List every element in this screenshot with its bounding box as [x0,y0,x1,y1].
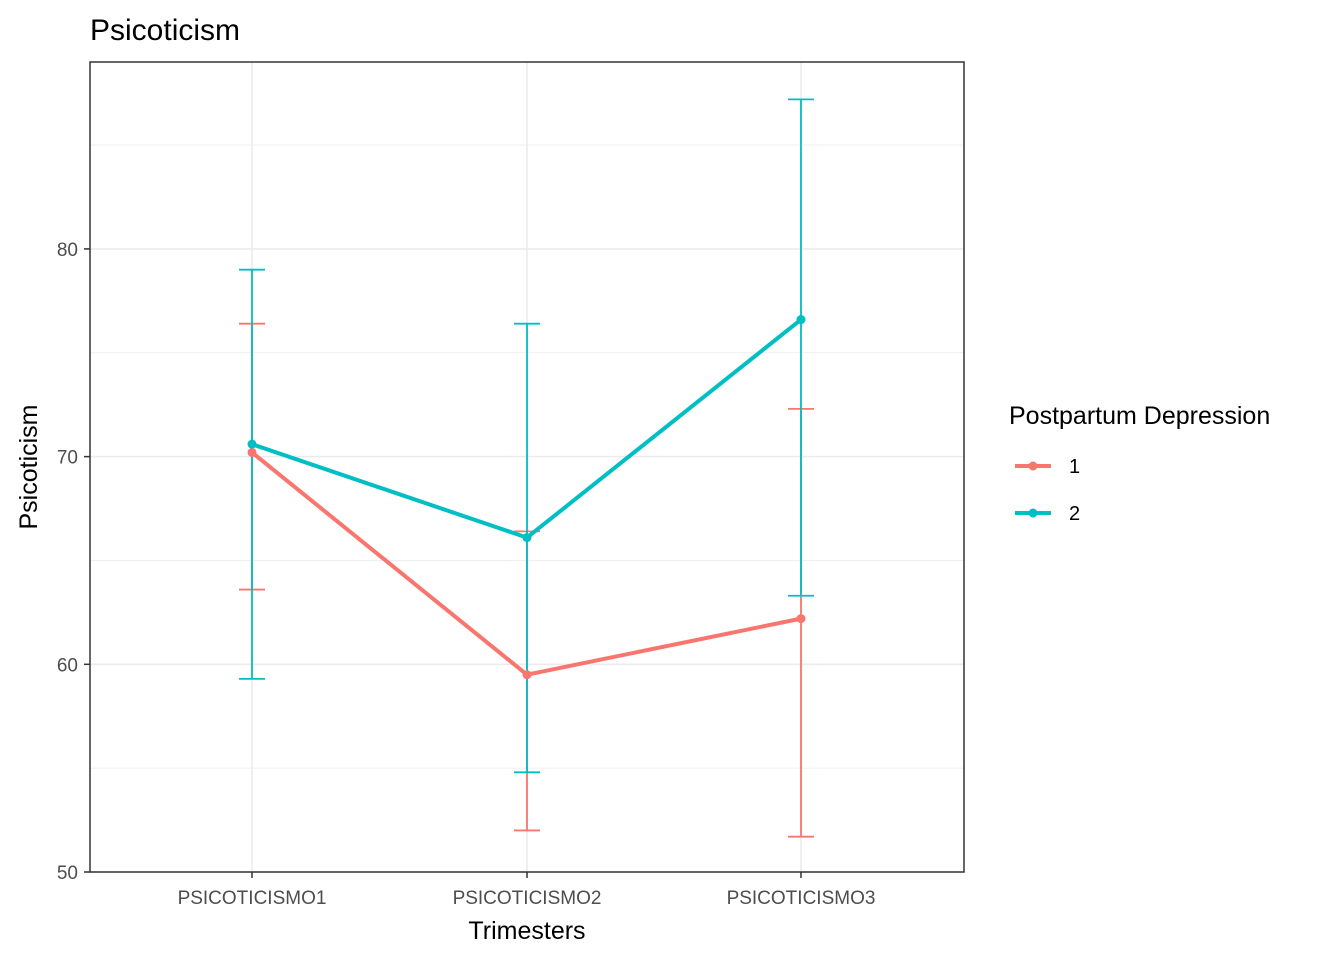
legend-label: 2 [1069,503,1080,525]
error-bars-series-2 [239,98,814,774]
legend-title: Postpartum Depression [1009,402,1270,430]
y-tick-label: 50 [57,863,78,884]
legend-key-point [1028,461,1038,471]
data-point-series-1 [247,447,257,457]
plot-panel [89,61,965,873]
y-axis: 50 60 70 80 [57,240,90,884]
data-point-series-1 [522,670,532,680]
legend-items: 12 [1015,456,1080,525]
error-bars [239,98,814,838]
chart-title: Psicoticism [90,14,240,47]
x-tick-label: PSICOTICISMO2 [453,888,602,909]
legend-label: 1 [1069,456,1080,478]
data-point-series-2 [247,439,257,449]
legend-key-point [1028,508,1038,518]
y-tick-label: 70 [57,448,78,469]
legend-item: 1 [1015,456,1080,478]
data-point-series-2 [796,315,806,325]
y-axis-title: Psicoticism [15,404,43,529]
y-tick-label: 80 [57,240,78,261]
y-tick-label: 60 [57,655,78,676]
x-axis-title: Trimesters [468,917,585,945]
x-axis: PSICOTICISMO1 PSICOTICISMO2 PSICOTICISMO3 [178,872,876,909]
legend-item: 2 [1015,503,1080,525]
data-point-series-1 [796,614,806,624]
series-points [247,315,806,680]
x-tick-label: PSICOTICISMO1 [178,888,327,909]
x-tick-label: PSICOTICISMO3 [727,888,876,909]
data-point-series-2 [522,533,532,543]
legend: Postpartum Depression 12 [1009,402,1270,525]
